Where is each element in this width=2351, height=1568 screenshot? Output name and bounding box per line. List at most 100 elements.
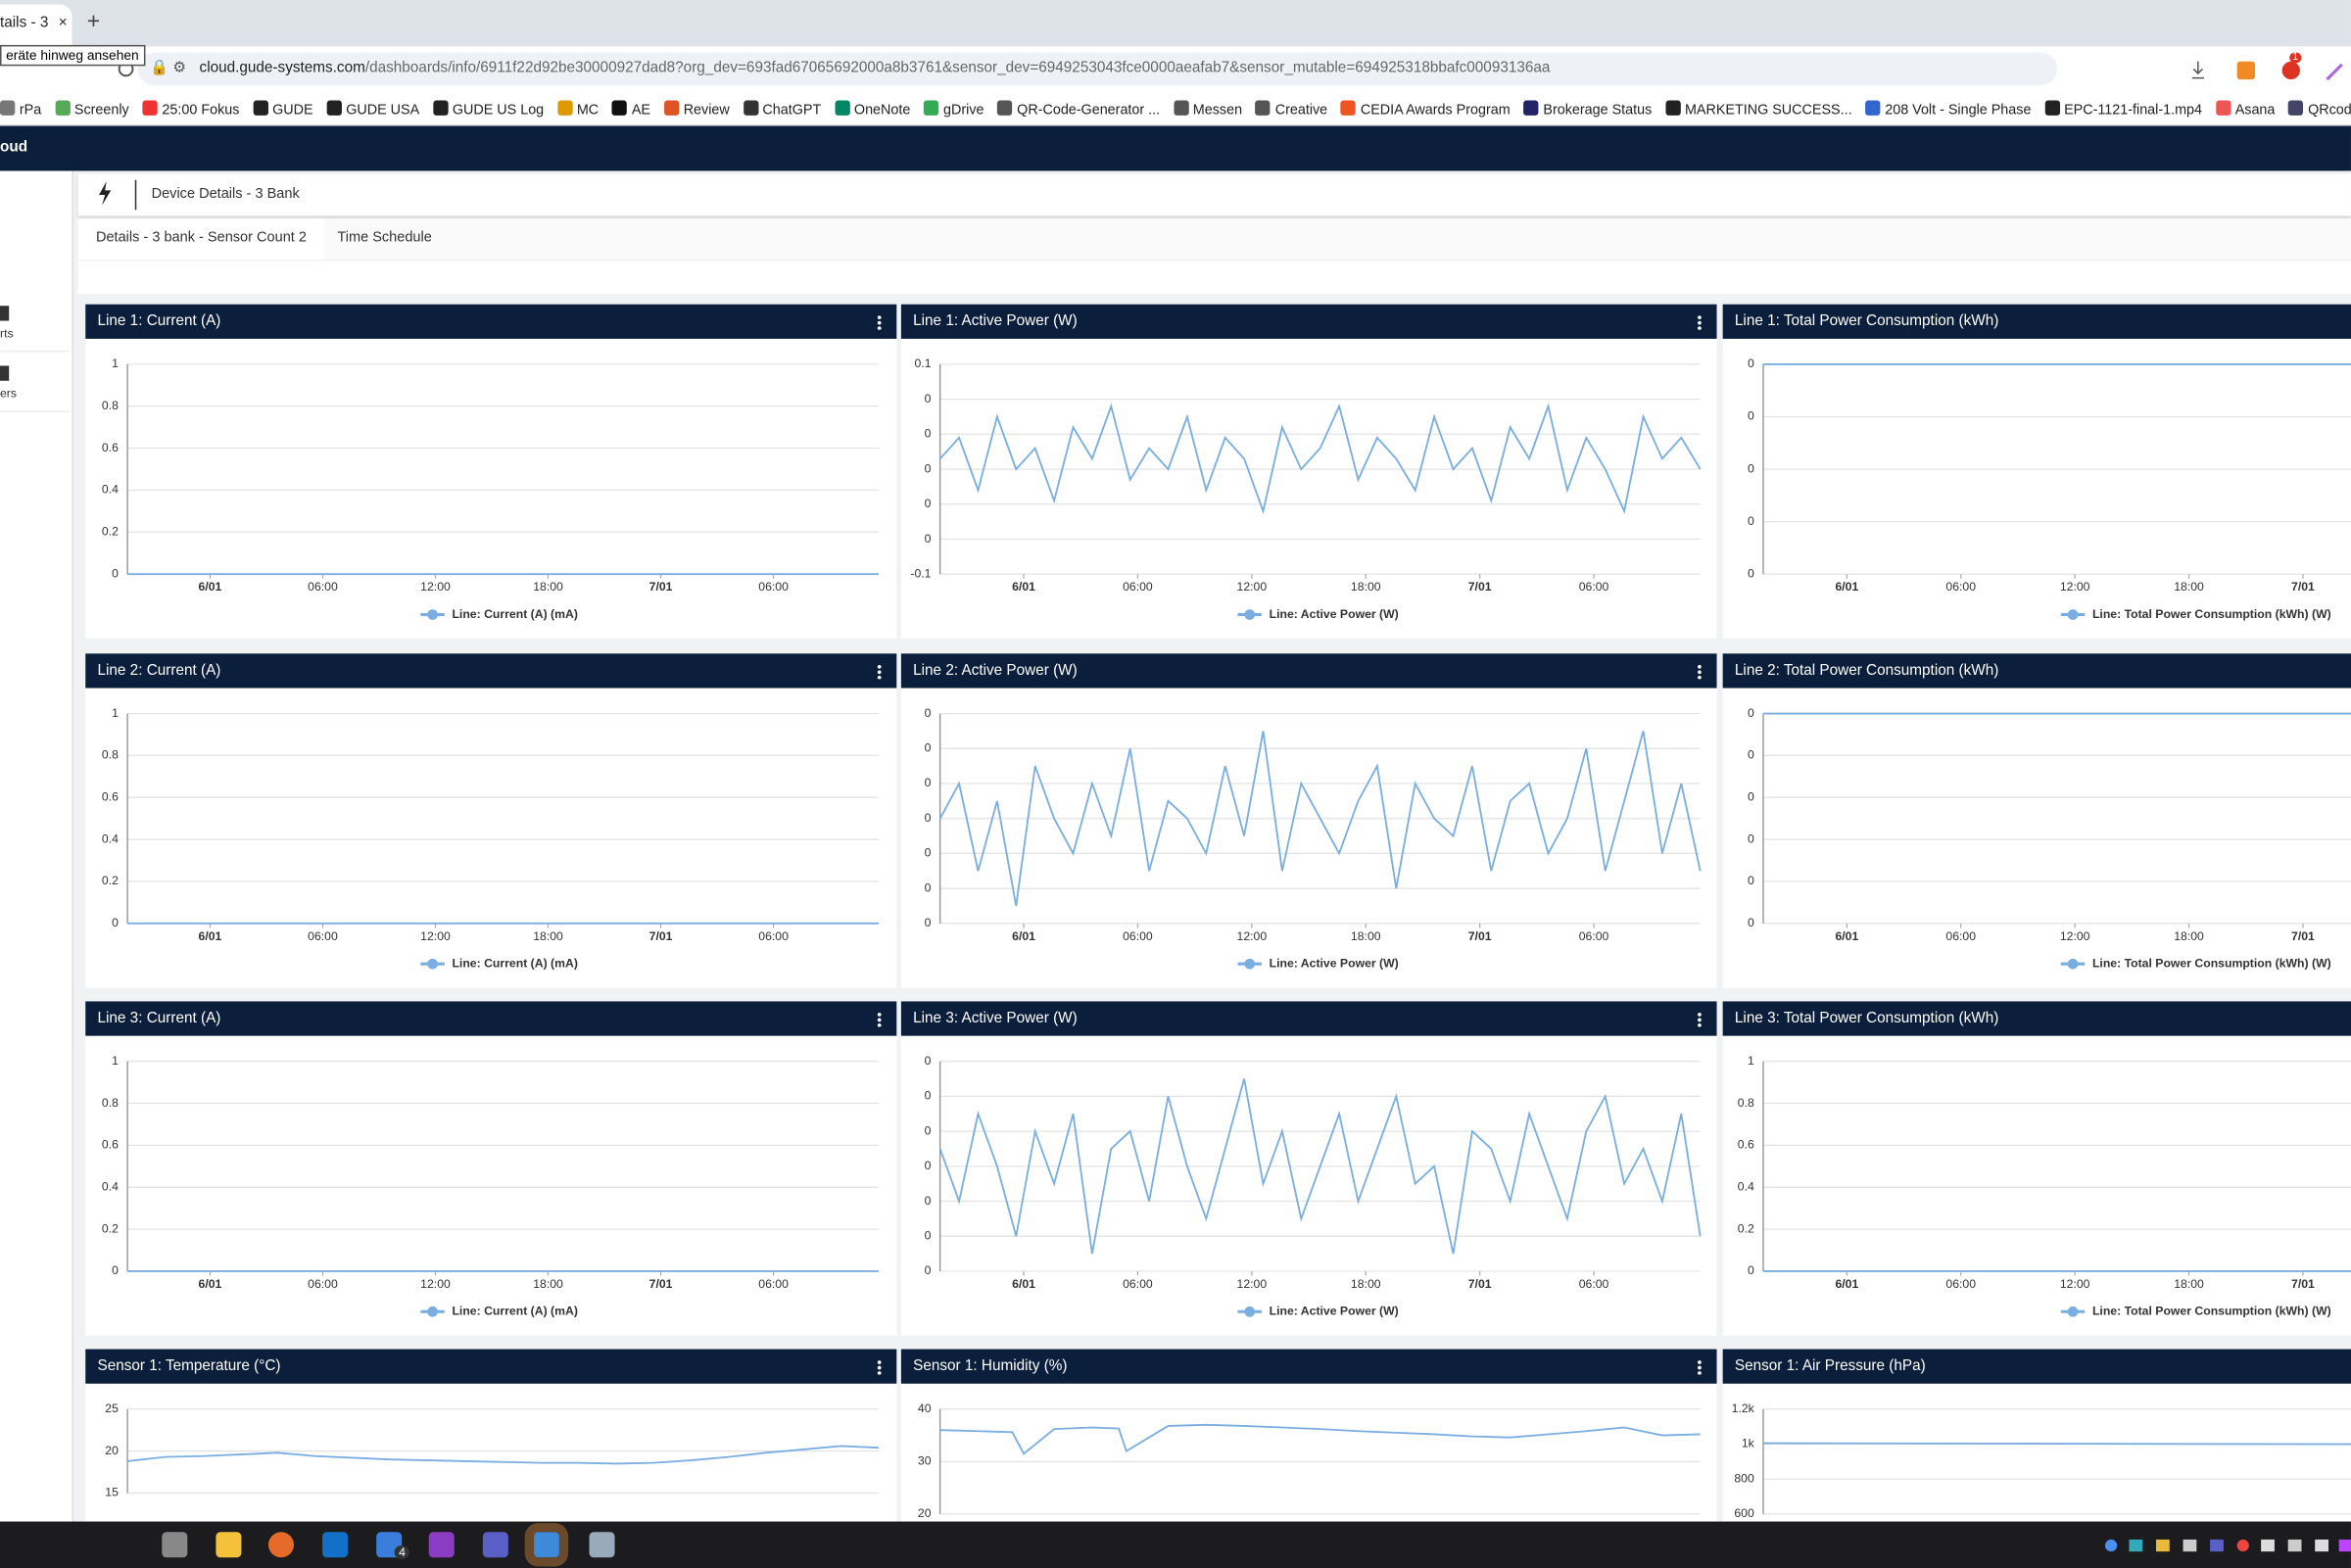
legend-dot [1244, 609, 1256, 620]
divider [134, 179, 137, 211]
panel-header: Line 3: Active Power (W) [900, 1001, 1717, 1036]
bookmark-icon [611, 100, 628, 116]
legend-item[interactable]: Line: Active Power (W) [1237, 1305, 1399, 1318]
panel-menu[interactable] [877, 314, 882, 330]
x-tick-label: 12:00 [1237, 1277, 1268, 1291]
legend-item[interactable]: Line: Current (A) (mA) [420, 607, 578, 621]
panel-menu[interactable] [877, 664, 882, 680]
bookmark[interactable]: GUDE USA [326, 100, 419, 117]
y-tick-label: 20 [918, 1506, 932, 1520]
x-tick-label: 06:00 [758, 580, 789, 594]
y-tick-label: 0.8 [102, 399, 119, 412]
x-tick-label: 18:00 [2174, 929, 2204, 943]
y-tick-label: 0.1 [914, 356, 931, 370]
bookmark-icon [142, 100, 158, 116]
bookmark[interactable]: Asana [2215, 100, 2275, 117]
new-tab-button[interactable]: + [86, 9, 101, 35]
bookmark[interactable]: GUDE [253, 100, 313, 117]
legend-item[interactable]: Line: Total Power Consumption (kWh) (W) [2060, 956, 2331, 970]
tab[interactable]: Details - 3 bank - Sensor Count 2 [77, 218, 325, 260]
legend-dot [1244, 958, 1256, 970]
bookmark[interactable]: Brokerage Status [1523, 100, 1652, 117]
legend-label: Line: Current (A) (mA) [452, 1305, 577, 1318]
bookmark[interactable]: 208 Volt - Single Phase [1865, 100, 2031, 117]
bookmark[interactable]: OneNote [835, 100, 910, 117]
bookmark[interactable]: gDrive [924, 100, 984, 117]
bookmark-icon [55, 100, 71, 116]
bookmark[interactable]: rPa [0, 100, 41, 117]
bookmark[interactable]: 25:00 Fokus [142, 100, 239, 117]
chart: 0 0.2 0.4 0.6 0.8 1 6/01 06:00 12:00 18:00 7/01 06:… [102, 356, 879, 621]
y-tick-label: 0 [925, 1194, 932, 1208]
taskbar-icon[interactable] [267, 1532, 294, 1558]
y-tick-label: 0 [925, 461, 932, 475]
panel-menu[interactable] [1697, 1359, 1703, 1375]
bolt-icon [99, 181, 112, 206]
bookmark[interactable]: MC [556, 100, 599, 117]
url-field[interactable]: 🔒 ⚙ cloud.gude-systems.com/dashboards/in… [137, 52, 2057, 86]
panel-menu[interactable] [1697, 314, 1703, 330]
panel-header: Line 3: Current (A) [85, 1001, 897, 1036]
taskbar-icon[interactable] [524, 1523, 569, 1567]
tab[interactable]: Time Schedule [337, 229, 432, 247]
y-tick-label: 1 [112, 356, 119, 370]
taskbar-icon[interactable] [162, 1532, 188, 1558]
bookmark[interactable]: ChatGPT [743, 100, 821, 117]
extension-badge: 1 [2289, 52, 2302, 64]
taskbar-icon[interactable] [322, 1532, 349, 1558]
bookmark[interactable]: GUDE US Log [432, 100, 544, 117]
bookmark[interactable]: QRcode [2288, 100, 2351, 117]
panel-title: Sensor 1: Air Pressure (hPa) [1734, 1357, 1926, 1375]
legend-label: Line: Active Power (W) [1270, 607, 1399, 621]
panel-title: Line 2: Total Power Consumption (kWh) [1734, 662, 1999, 680]
legend-item[interactable]: Line: Total Power Consumption (kWh) (W) [2060, 1305, 2331, 1318]
taskbar-icon[interactable] [216, 1532, 242, 1558]
y-tick-label: 0 [1748, 409, 1754, 423]
bookmark-label: MARKETING SUCCESS... [1684, 99, 1852, 117]
y-tick-label: 0 [1748, 790, 1754, 804]
sidebar-item[interactable]: ers [0, 356, 70, 412]
taskbar-icon[interactable] [428, 1532, 455, 1558]
panel-menu[interactable] [1697, 1012, 1703, 1027]
x-tick-label: 6/01 [1012, 580, 1035, 594]
panel-title: Sensor 1: Humidity (%) [913, 1357, 1068, 1375]
browser-tab[interactable]: tails - 3 × [0, 4, 72, 47]
bookmark[interactable]: QR-Code-Generator ... [997, 100, 1160, 117]
panel-menu[interactable] [1697, 664, 1703, 680]
legend-item[interactable]: Line: Current (A) (mA) [420, 1305, 578, 1318]
y-tick-label: 0 [1748, 566, 1754, 580]
panel-header: Line 1: Total Power Consumption (kWh) [1722, 304, 2351, 339]
sidebar-item[interactable]: rts [0, 297, 70, 353]
bookmark-icon [2288, 100, 2304, 116]
legend-label: Line: Current (A) (mA) [452, 956, 577, 970]
panel-title: Line 1: Total Power Consumption (kWh) [1734, 312, 1999, 330]
bookmark[interactable]: Review [663, 100, 730, 117]
bookmark[interactable]: Messen [1173, 100, 1242, 117]
x-tick-label: 06:00 [1123, 929, 1153, 943]
bookmark[interactable]: Creative [1255, 100, 1327, 117]
chart: 20 30 40 [918, 1402, 1701, 1520]
x-tick-label: 06:00 [308, 1277, 338, 1291]
panel-menu[interactable] [877, 1012, 882, 1027]
taskbar-icon[interactable] [589, 1532, 615, 1558]
panel-title: Line 1: Current (A) [97, 312, 221, 330]
legend-dot [427, 609, 438, 620]
bookmark[interactable]: Screenly [55, 100, 129, 117]
y-tick-label: 0 [1748, 748, 1754, 762]
taskbar-icon[interactable] [482, 1532, 508, 1558]
bookmark-icon [2215, 100, 2231, 116]
legend-item[interactable]: Line: Active Power (W) [1237, 956, 1399, 970]
y-tick-label: 0.2 [1738, 1221, 1754, 1235]
bookmark-label: OneNote [853, 99, 911, 117]
panel-menu[interactable] [877, 1359, 882, 1375]
legend-item[interactable]: Line: Current (A) (mA) [420, 956, 578, 970]
bookmark[interactable]: EPC-1121-final-1.mp4 [2044, 100, 2202, 117]
bookmark-icon [432, 100, 449, 116]
legend-item[interactable]: Line: Active Power (W) [1237, 607, 1399, 621]
bookmark[interactable]: MARKETING SUCCESS... [1665, 100, 1852, 117]
panel-header: Line 2: Total Power Consumption (kWh) [1722, 653, 2351, 689]
series-line [939, 403, 1702, 515]
legend-item[interactable]: Line: Total Power Consumption (kWh) (W) [2060, 607, 2331, 621]
bookmark[interactable]: CEDIA Awards Program [1340, 100, 1511, 117]
bookmark[interactable]: AE [611, 100, 650, 117]
